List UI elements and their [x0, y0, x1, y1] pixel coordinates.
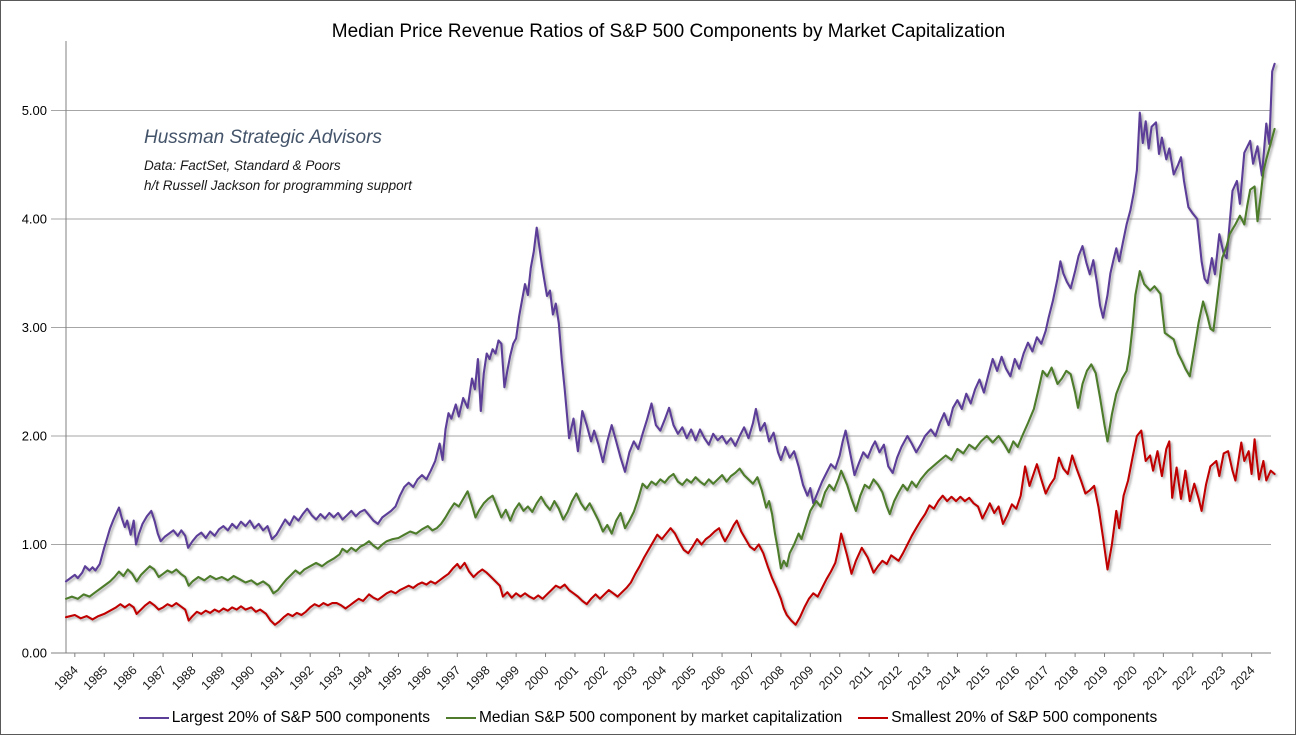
x-axis-label: 1997 [434, 663, 464, 693]
x-axis-label: 1992 [287, 663, 317, 693]
x-axis-label: 2011 [846, 663, 875, 692]
y-axis-label: 2.00 [22, 429, 47, 444]
legend: Largest 20% of S&P 500 components Median… [1, 709, 1295, 727]
y-axis-label: 0.00 [22, 646, 47, 661]
series-line-largest-20pct [64, 62, 1276, 583]
x-axis-label: 2017 [1022, 663, 1052, 693]
x-axis-label: 1990 [228, 663, 258, 693]
x-axis-label: 1989 [198, 663, 228, 693]
x-axis-label: 2024 [1228, 663, 1258, 693]
x-axis-label: 2014 [934, 663, 964, 693]
x-axis-label: 1984 [51, 663, 81, 693]
legend-line-icon [138, 716, 169, 720]
x-axis-label: 2004 [640, 663, 670, 693]
legend-label: Smallest 20% of S&P 500 components [891, 709, 1158, 726]
x-axis-label: 2007 [728, 663, 758, 693]
legend-item-largest: Largest 20% of S&P 500 components [138, 709, 430, 727]
x-axis-label: 2003 [610, 663, 640, 693]
x-axis-label: 2008 [757, 663, 787, 693]
x-axis-label: 1988 [169, 663, 199, 693]
x-axis-label: 1987 [140, 663, 170, 693]
legend-item-smallest: Smallest 20% of S&P 500 components [858, 709, 1157, 727]
x-axis-label: 2021 [1140, 663, 1170, 693]
x-axis-label: 2022 [1169, 663, 1199, 693]
x-axis-label: 2015 [963, 663, 993, 693]
x-axis-label: 1986 [110, 663, 140, 693]
x-axis-label: 1995 [375, 663, 405, 693]
x-axis-label: 2002 [581, 663, 611, 693]
x-axis-label: 2013 [905, 663, 935, 693]
x-axis-label: 2000 [522, 663, 552, 693]
chart-title: Median Price Revenue Ratios of S&P 500 C… [331, 21, 1006, 42]
y-axis-label: 5.00 [22, 103, 47, 118]
legend-line-icon [445, 716, 476, 720]
x-axis-label: 2005 [669, 663, 699, 693]
x-axis-label: 1998 [463, 663, 493, 693]
y-axis-label: 1.00 [22, 537, 47, 552]
x-axis-label: 2010 [816, 663, 846, 693]
legend-label: Largest 20% of S&P 500 components [171, 709, 430, 726]
x-axis-label: 2009 [787, 663, 817, 693]
x-axis-label: 2018 [1052, 663, 1082, 693]
legend-label: Median S&P 500 component by market capit… [478, 709, 843, 726]
x-axis-label: 2023 [1199, 663, 1229, 693]
x-axis-label: 2001 [552, 663, 582, 693]
series-line-smallest-20pct [64, 429, 1276, 626]
legend-line-icon [858, 716, 889, 720]
x-axis-label: 1991 [257, 663, 287, 693]
x-axis-label: 2006 [699, 663, 729, 693]
x-axis-label: 1994 [346, 663, 376, 693]
legend-item-median: Median S&P 500 component by market capit… [445, 709, 843, 727]
x-axis-label: 2012 [875, 663, 905, 693]
x-axis-label: 1985 [81, 663, 111, 693]
x-axis-label: 2020 [1110, 663, 1140, 693]
series-line-median [64, 127, 1276, 600]
x-axis-label: 1993 [316, 663, 346, 693]
x-axis-label: 2019 [1081, 663, 1111, 693]
y-axis-label: 4.00 [22, 212, 47, 227]
y-axis-label: 3.00 [22, 320, 47, 335]
credit-line: h/t Russell Jackson for programming supp… [144, 178, 412, 193]
x-axis-label: 1996 [404, 663, 434, 693]
data-source-line: Data: FactSet, Standard & Poors [144, 158, 341, 173]
source-annotation: Hussman Strategic Advisors Data: FactSet… [144, 127, 412, 196]
x-axis-label: 2016 [993, 663, 1023, 693]
x-axis-label: 1999 [493, 663, 523, 693]
brand-line: Hussman Strategic Advisors [144, 127, 382, 148]
